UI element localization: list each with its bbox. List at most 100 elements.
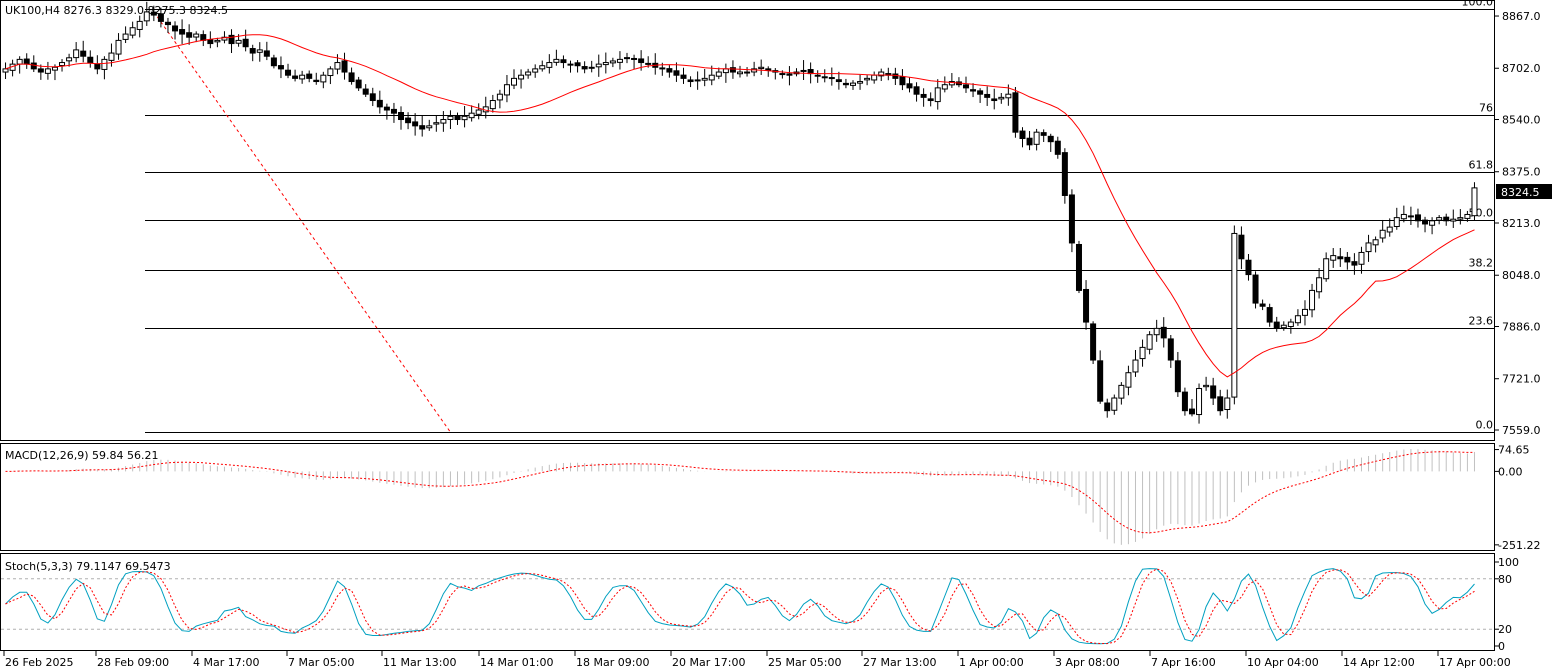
- candle: [1457, 209, 1464, 225]
- candle: [496, 89, 503, 109]
- price-tick-label: 7886.0: [1502, 320, 1541, 333]
- candle: [433, 115, 440, 132]
- price-tick-label: 8213.0: [1502, 217, 1541, 230]
- fib-level-label: 76: [1479, 102, 1493, 115]
- candle: [765, 66, 772, 77]
- candle: [560, 55, 567, 69]
- candle: [299, 70, 306, 84]
- candle: [405, 112, 412, 130]
- candle: [249, 44, 256, 62]
- price-tick-label: 8540.0: [1502, 114, 1541, 127]
- candle: [680, 67, 687, 84]
- candle: [1054, 136, 1061, 159]
- candle: [1231, 225, 1238, 405]
- candle: [228, 29, 235, 53]
- candle: [285, 63, 292, 79]
- candle: [1012, 86, 1019, 138]
- candle: [1471, 182, 1478, 221]
- candle: [1379, 219, 1386, 243]
- candle: [1068, 189, 1075, 253]
- candle: [991, 88, 998, 110]
- candle: [242, 29, 249, 52]
- candle: [440, 111, 447, 132]
- candle: [172, 21, 179, 40]
- macd-tick-label: -251.22: [1498, 539, 1540, 552]
- macd-panel-frame: [0, 443, 1495, 551]
- macd-tick-label: 74.65: [1498, 444, 1530, 457]
- main-panel-frame: [0, 0, 1495, 441]
- candle: [193, 31, 200, 43]
- candle: [1309, 283, 1316, 318]
- candle: [1464, 210, 1471, 222]
- ma-line: [5, 34, 1475, 378]
- time-label: 7 Apr 16:00: [1151, 656, 1216, 668]
- candle: [1436, 215, 1443, 225]
- candle: [200, 30, 207, 47]
- candle: [525, 68, 532, 79]
- candle: [1040, 129, 1047, 142]
- macd-tick-label: 0.00: [1498, 465, 1523, 478]
- stoch-main-line: [5, 568, 1475, 645]
- macd-info: MACD(12,26,9) 59.84 56.21: [5, 449, 159, 462]
- candle: [800, 60, 807, 80]
- stoch-tick-label: 80: [1498, 573, 1512, 586]
- candle: [270, 54, 277, 69]
- candle: [1061, 148, 1068, 204]
- candle: [1429, 217, 1436, 235]
- fib-level-label: 100.0: [1462, 0, 1494, 9]
- time-label: 17 Apr 00:00: [1439, 656, 1511, 668]
- candle: [383, 103, 390, 120]
- candle: [1400, 205, 1407, 223]
- candle: [892, 67, 899, 85]
- candle: [701, 69, 708, 87]
- candle: [1287, 318, 1294, 334]
- candle: [369, 87, 376, 107]
- candle: [186, 24, 193, 45]
- candle: [1407, 206, 1414, 225]
- candle: [1323, 252, 1330, 282]
- candle: [1111, 394, 1118, 415]
- candle: [1210, 377, 1217, 405]
- candle: [814, 70, 821, 83]
- candle: [1294, 309, 1301, 326]
- candle: [1266, 303, 1273, 327]
- candle: [609, 57, 616, 68]
- candle: [1365, 234, 1372, 262]
- candle: [532, 64, 539, 78]
- candle: [652, 53, 659, 75]
- price-axis: 8867.0 8702.0 8540.0 8375.0 8213.0 8048.0 7886…: [1494, 10, 1541, 653]
- fib-level-label: 38.2: [1469, 257, 1494, 270]
- candle: [1259, 299, 1266, 311]
- candle: [1146, 331, 1153, 355]
- candle: [899, 69, 906, 91]
- candle: [871, 71, 878, 84]
- candle: [885, 67, 892, 81]
- time-label: 28 Feb 09:00: [97, 656, 169, 668]
- candle: [984, 86, 991, 106]
- stoch-tick-label: 0: [1498, 640, 1505, 653]
- candle: [390, 102, 397, 123]
- candle: [1217, 389, 1224, 416]
- candle: [412, 113, 419, 136]
- candle: [842, 78, 849, 89]
- candle: [574, 60, 581, 73]
- candle: [857, 74, 864, 90]
- candle: [539, 60, 546, 72]
- price-tick-label: 8375.0: [1502, 166, 1541, 179]
- candle: [1026, 131, 1033, 151]
- candle: [30, 55, 37, 73]
- candle: [694, 71, 701, 90]
- candle: [821, 69, 828, 83]
- candle: [1075, 240, 1082, 294]
- candle: [292, 69, 299, 82]
- candle: [758, 59, 765, 75]
- candle: [1181, 387, 1188, 416]
- price-tick-label: 7721.0: [1502, 373, 1541, 386]
- candle: [447, 110, 454, 130]
- candle: [729, 60, 736, 79]
- candle: [948, 73, 955, 88]
- candle: [906, 77, 913, 93]
- candle: [376, 90, 383, 114]
- candle: [66, 53, 73, 67]
